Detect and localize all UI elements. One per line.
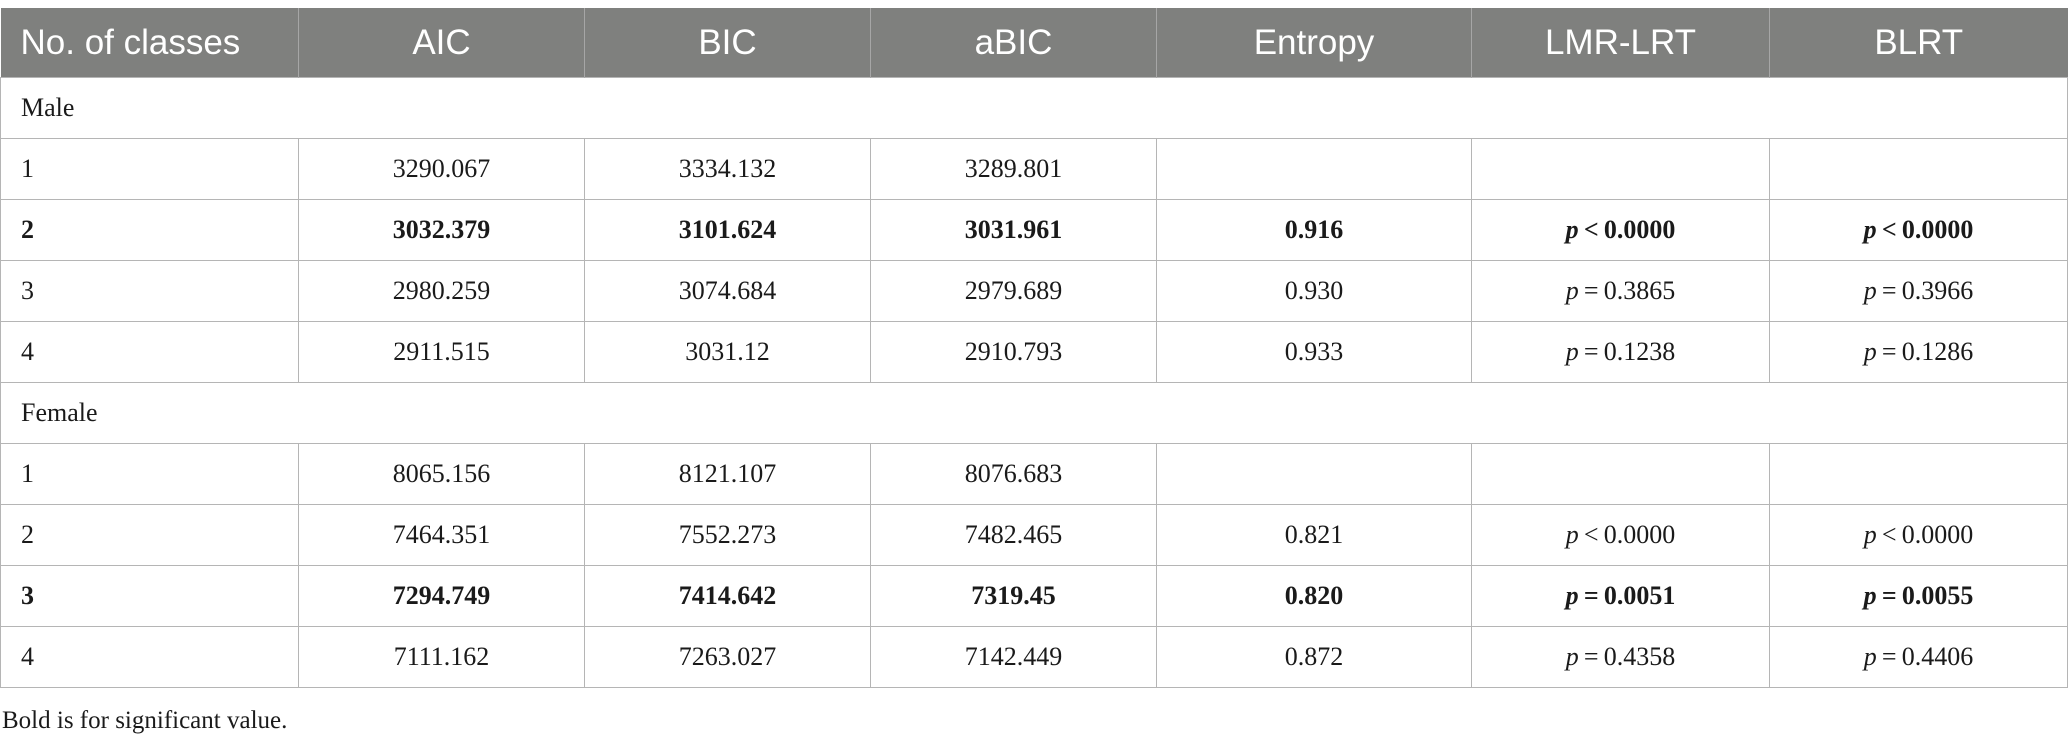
cell-aic: 7464.351 — [298, 504, 585, 566]
cell-aic: 2980.259 — [298, 260, 585, 322]
cell-class-number: 1 — [0, 138, 299, 200]
cell-lmr-lrt: p = 0.0051 — [1471, 565, 1770, 627]
cell-entropy: 0.916 — [1156, 199, 1472, 261]
cell-blrt: p = 0.4406 — [1769, 626, 2068, 688]
group-label: Female — [0, 382, 2068, 444]
cell-class-number: 1 — [0, 443, 299, 505]
cell-bic: 7552.273 — [584, 504, 871, 566]
cell-entropy: 0.933 — [1156, 321, 1472, 383]
cell-blrt: p = 0.3966 — [1769, 260, 2068, 322]
header-row: No. of classes AIC BIC aBIC Entropy LMR-… — [0, 8, 2068, 78]
cell-abic: 8076.683 — [870, 443, 1157, 505]
table-row: 3 7294.749 7414.642 7319.45 0.820 p = 0.0051 p… — [0, 565, 2068, 627]
cell-abic: 2979.689 — [870, 260, 1157, 322]
table-row: 3 2980.259 3074.684 2979.689 0.930 p = 0.3865… — [0, 260, 2068, 322]
cell-bic: 3101.624 — [584, 199, 871, 261]
header-no-of-classes: No. of classes — [0, 8, 299, 78]
model-fit-table: No. of classes AIC BIC aBIC Entropy LMR-… — [0, 8, 2068, 688]
cell-abic: 3289.801 — [870, 138, 1157, 200]
cell-abic: 7319.45 — [870, 565, 1157, 627]
cell-bic: 7263.027 — [584, 626, 871, 688]
table-row: 1 8065.156 8121.107 8076.683 — [0, 443, 2068, 505]
cell-blrt: p < 0.0000 — [1769, 504, 2068, 566]
cell-aic: 8065.156 — [298, 443, 585, 505]
cell-aic: 2911.515 — [298, 321, 585, 383]
cell-blrt — [1769, 138, 2068, 200]
cell-blrt — [1769, 443, 2068, 505]
cell-aic: 7294.749 — [298, 565, 585, 627]
cell-abic: 2910.793 — [870, 321, 1157, 383]
cell-entropy: 0.820 — [1156, 565, 1472, 627]
cell-entropy: 0.872 — [1156, 626, 1472, 688]
cell-class-number: 2 — [0, 199, 299, 261]
cell-aic: 3290.067 — [298, 138, 585, 200]
cell-entropy — [1156, 138, 1472, 200]
cell-class-number: 4 — [0, 626, 299, 688]
cell-aic: 3032.379 — [298, 199, 585, 261]
cell-class-number: 3 — [0, 565, 299, 627]
table-row: 1 3290.067 3334.132 3289.801 — [0, 138, 2068, 200]
cell-lmr-lrt — [1471, 443, 1770, 505]
cell-bic: 3334.132 — [584, 138, 871, 200]
cell-class-number: 2 — [0, 504, 299, 566]
table-row: 4 7111.162 7263.027 7142.449 0.872 p = 0.4358… — [0, 626, 2068, 688]
cell-lmr-lrt: p = 0.4358 — [1471, 626, 1770, 688]
cell-bic: 8121.107 — [584, 443, 871, 505]
cell-abic: 7482.465 — [870, 504, 1157, 566]
cell-lmr-lrt: p = 0.1238 — [1471, 321, 1770, 383]
footnote: Bold is for significant value. — [2, 707, 288, 734]
group-label: Male — [0, 77, 2068, 139]
group-row: Male — [0, 77, 2068, 139]
cell-lmr-lrt: p < 0.0000 — [1471, 504, 1770, 566]
header-entropy: Entropy — [1156, 8, 1472, 78]
cell-lmr-lrt: p < 0.0000 — [1471, 199, 1770, 261]
cell-bic: 7414.642 — [584, 565, 871, 627]
group-row: Female — [0, 382, 2068, 444]
cell-abic: 3031.961 — [870, 199, 1157, 261]
cell-bic: 3031.12 — [584, 321, 871, 383]
cell-bic: 3074.684 — [584, 260, 871, 322]
table-row: 4 2911.515 3031.12 2910.793 0.933 p = 0.1238 p… — [0, 321, 2068, 383]
cell-abic: 7142.449 — [870, 626, 1157, 688]
table-row: 2 3032.379 3101.624 3031.961 0.916 p < 0.0000… — [0, 199, 2068, 261]
cell-class-number: 4 — [0, 321, 299, 383]
header-blrt: BLRT — [1769, 8, 2068, 78]
header-abic: aBIC — [870, 8, 1157, 78]
table-row: 2 7464.351 7552.273 7482.465 0.821 p < 0.0000… — [0, 504, 2068, 566]
cell-blrt: p = 0.1286 — [1769, 321, 2068, 383]
cell-aic: 7111.162 — [298, 626, 585, 688]
cell-blrt: p < 0.0000 — [1769, 199, 2068, 261]
cell-entropy: 0.821 — [1156, 504, 1472, 566]
header-aic: AIC — [298, 8, 585, 78]
cell-entropy — [1156, 443, 1472, 505]
header-bic: BIC — [584, 8, 871, 78]
header-lmr-lrt: LMR-LRT — [1471, 8, 1770, 78]
cell-lmr-lrt: p = 0.3865 — [1471, 260, 1770, 322]
cell-class-number: 3 — [0, 260, 299, 322]
cell-lmr-lrt — [1471, 138, 1770, 200]
cell-blrt: p = 0.0055 — [1769, 565, 2068, 627]
table-container: No. of classes AIC BIC aBIC Entropy LMR-… — [0, 8, 2068, 688]
cell-entropy: 0.930 — [1156, 260, 1472, 322]
